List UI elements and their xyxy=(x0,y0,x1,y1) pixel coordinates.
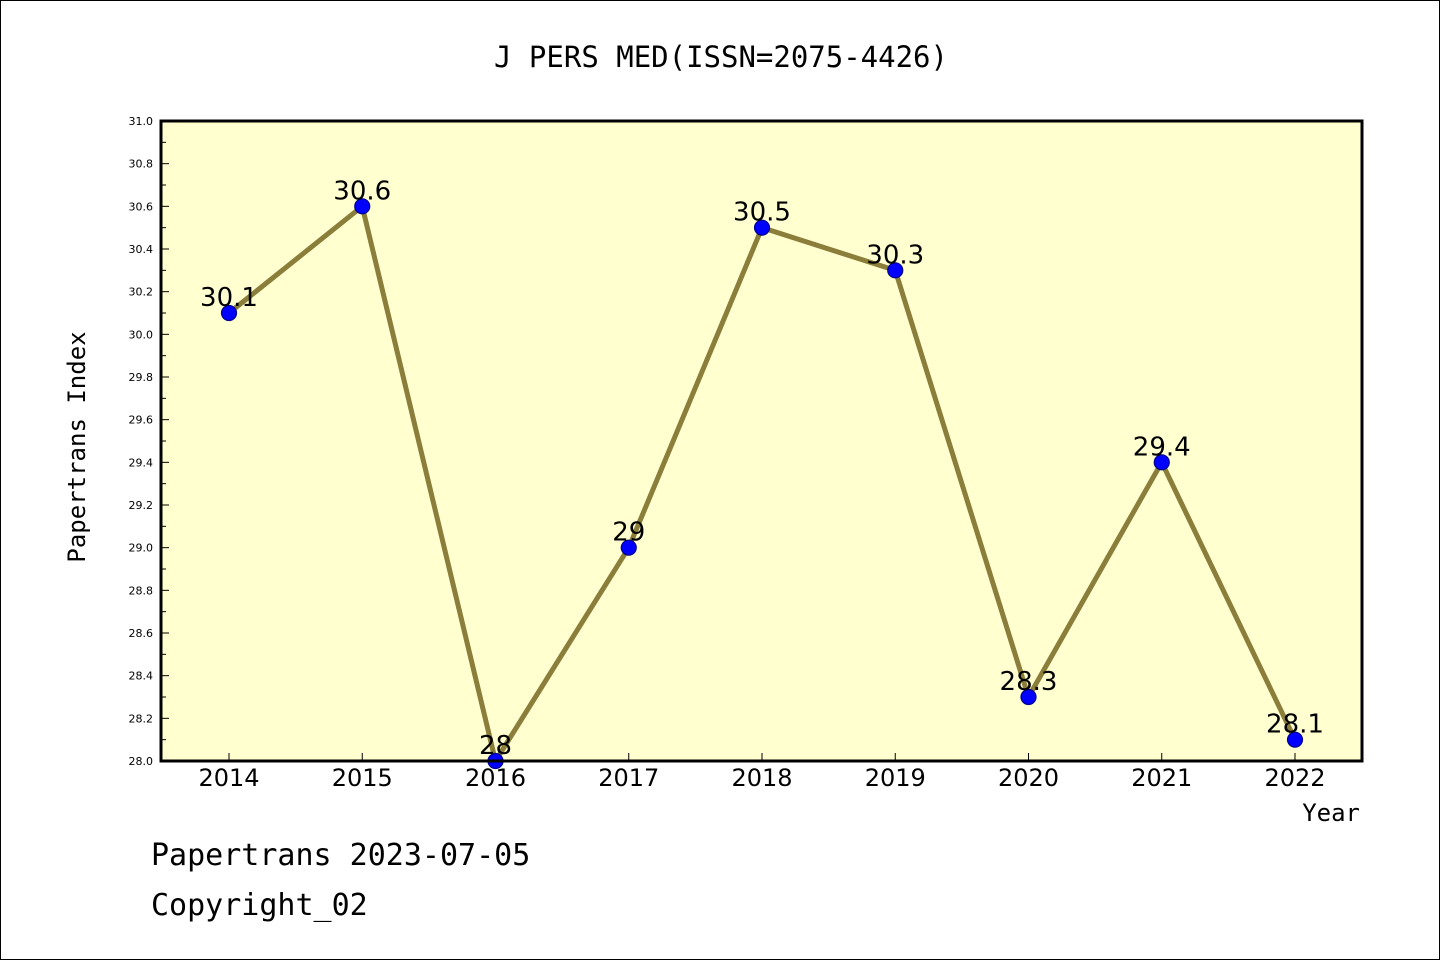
data-label-2022: 28.1 xyxy=(1266,710,1324,740)
x-tick-label: 2014 xyxy=(198,764,259,792)
y-tick-label: 29.4 xyxy=(129,456,154,469)
data-point-2018 xyxy=(753,219,771,236)
chart-title: J PERS MED(ISSN=2075-4426) xyxy=(494,40,948,74)
y-tick-label: 28.2 xyxy=(129,712,154,725)
data-point-2014 xyxy=(220,304,238,322)
data-point-2015 xyxy=(354,198,371,215)
y-tick-label: 29.6 xyxy=(129,414,154,427)
data-label-2014: 30.1 xyxy=(200,283,258,313)
x-tick-label: 2019 xyxy=(865,764,926,792)
data-point-2021 xyxy=(1153,454,1170,471)
data-label-2021: 29.4 xyxy=(1133,432,1191,462)
footer-date: Papertrans 2023-07-05 xyxy=(151,838,530,873)
x-axis-label: Year xyxy=(1302,799,1360,827)
y-tick-label: 29.2 xyxy=(129,499,154,512)
y-tick-label: 30.2 xyxy=(129,286,154,299)
data-point-2019 xyxy=(887,262,904,279)
data-label-2020: 28.3 xyxy=(1000,667,1058,697)
footer-copyright: Copyright_02 xyxy=(151,888,368,923)
x-tick-label: 2022 xyxy=(1264,764,1325,792)
data-label-2016: 28 xyxy=(479,731,512,761)
data-label-2018: 30.5 xyxy=(733,198,791,228)
y-tick-label: 28.6 xyxy=(129,627,154,640)
x-tick-label: 2015 xyxy=(332,764,393,792)
y-axis-label: Papertrans Index xyxy=(63,331,91,562)
data-point-2020 xyxy=(1020,688,1037,706)
y-tick-label: 30.4 xyxy=(129,243,154,256)
y-tick-label: 30.8 xyxy=(129,158,154,171)
y-tick-label: 28.0 xyxy=(129,755,154,768)
y-tick-label: 29.0 xyxy=(129,542,154,555)
y-tick-label: 28.4 xyxy=(129,670,154,683)
y-tick-label: 30.0 xyxy=(129,328,154,341)
y-tick-label: 28.8 xyxy=(129,584,154,597)
y-axis-ticks: 28.0 28.2 28.4 28.6 28.8 29.0 29.2 29.4 29.6 29.8… xyxy=(129,115,169,768)
x-tick-label: 2020 xyxy=(998,764,1059,792)
x-tick-label: 2018 xyxy=(731,764,792,792)
y-tick-label: 31.0 xyxy=(129,115,154,128)
data-label-2019: 30.3 xyxy=(866,240,924,270)
y-tick-label: 29.8 xyxy=(129,371,154,384)
data-label-2017: 29 xyxy=(612,518,645,548)
plot-border xyxy=(159,119,1364,763)
data-markers xyxy=(220,198,1304,770)
data-point-2017 xyxy=(620,539,637,556)
data-labels: 30.1 30.6 28 29 30.5 30.3 28.3 29.4 28.1 xyxy=(200,176,1324,761)
x-tick-label: 2017 xyxy=(598,764,659,792)
data-label-2015: 30.6 xyxy=(333,176,391,206)
data-point-2022 xyxy=(1286,731,1304,748)
x-axis-ticks: 2014 2015 2016 2017 2018 2019 2020 2021 2022 xyxy=(198,753,1326,792)
y-tick-label: 30.6 xyxy=(129,200,154,213)
x-tick-label: 2021 xyxy=(1131,764,1192,792)
